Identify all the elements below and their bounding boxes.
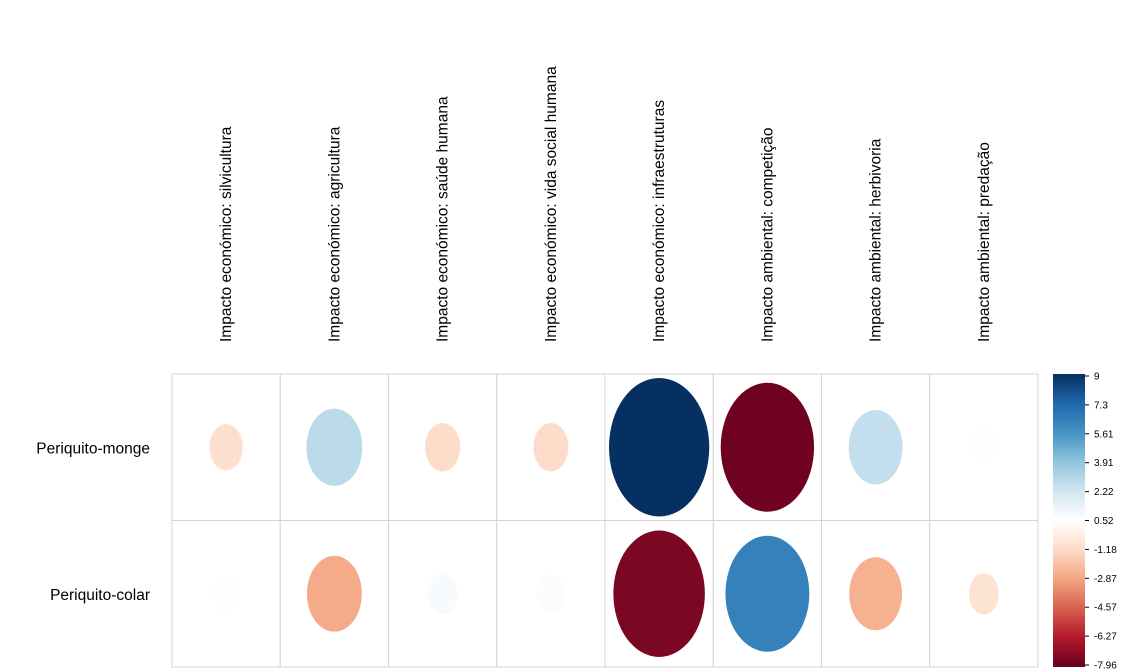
legend-tick-label: 7.3	[1094, 400, 1108, 411]
column-label: Impacto económico: infraestruturas	[651, 100, 668, 342]
correlation-circle	[213, 575, 240, 612]
column-label: Impacto económico: vida social humana	[543, 66, 560, 342]
legend-tick-label: 2.22	[1094, 487, 1114, 498]
column-label: Impacto económico: silvicultura	[218, 126, 235, 342]
correlation-circle	[609, 378, 710, 517]
legend-tick-label: 3.91	[1094, 458, 1114, 469]
legend-tick-label: -7.96	[1094, 661, 1117, 671]
correlation-circle	[306, 555, 362, 632]
correlation-circles	[209, 378, 999, 657]
legend-tick-label: 9	[1094, 372, 1100, 383]
correlation-circle	[306, 408, 363, 486]
legend-tick-label: -2.87	[1094, 574, 1117, 585]
column-label: Impacto ambiental: predação	[976, 142, 993, 342]
correlation-circle	[209, 424, 243, 471]
legend-tick-label: 5.61	[1094, 429, 1114, 440]
correlation-circle	[970, 429, 997, 466]
column-label: Impacto económico: saúde humana	[435, 96, 452, 342]
legend-tick-label: -1.18	[1094, 545, 1117, 556]
color-legend-bar	[1053, 374, 1085, 667]
row-labels: Periquito-monge Periquito-colar	[36, 440, 150, 604]
grid-cells	[171, 373, 1039, 668]
color-legend-ticks: 9 7.3 5.61 3.91 2.22 0.52 -1.18 -2.87 -4.57 -6.27…	[1085, 372, 1117, 671]
correlation-circle	[968, 573, 999, 615]
correlation-circle	[425, 423, 461, 472]
column-label: Impacto económico: agricultura	[326, 126, 343, 342]
color-legend: 9 7.3 5.61 3.91 2.22 0.52 -1.18 -2.87 -4.57 -6.27…	[1053, 372, 1117, 671]
correlation-circle	[536, 574, 565, 614]
legend-tick-label: -6.27	[1094, 632, 1117, 643]
correlation-circle	[613, 530, 705, 657]
correlation-circle	[848, 410, 903, 485]
correlation-circle	[849, 557, 903, 631]
correlation-circle	[720, 382, 815, 512]
correlation-circle	[533, 423, 569, 472]
column-labels: Impacto económico: silvicultura Impacto e…	[218, 66, 993, 342]
legend-tick-label: -4.57	[1094, 603, 1117, 614]
row-label: Periquito-monge	[36, 440, 150, 457]
correlation-circle	[725, 535, 810, 652]
correlation-circle	[427, 573, 458, 615]
column-label: Impacto ambiental: herbivoria	[868, 138, 885, 342]
column-label: Impacto ambiental: competição	[759, 127, 776, 342]
legend-tick-label: 0.52	[1094, 516, 1114, 527]
row-label: Periquito-colar	[50, 587, 150, 604]
